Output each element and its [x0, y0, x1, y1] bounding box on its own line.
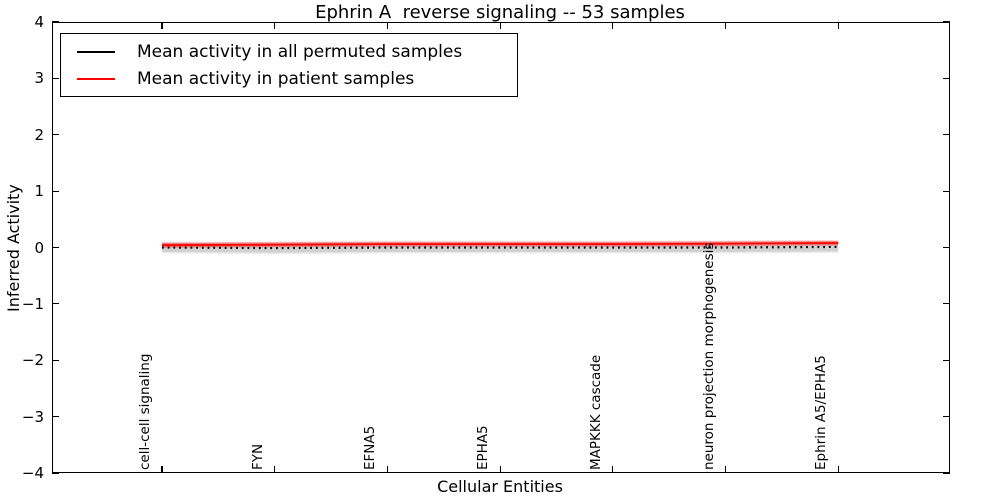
y-tick-mark [943, 472, 950, 474]
y-tick-mark [52, 472, 59, 474]
y-tick-label: 2 [34, 125, 44, 144]
y-tick-label: −1 [21, 294, 44, 313]
y-tick-mark [943, 134, 950, 136]
y-tick-label: −4 [21, 464, 44, 482]
y-tick-label: 3 [34, 69, 44, 88]
legend-line-permuted-icon [77, 50, 115, 53]
y-tick-mark [52, 190, 59, 192]
x-tick-mark [837, 22, 839, 29]
x-tick-mark [612, 466, 614, 473]
x-tick-label: FYN [249, 443, 266, 470]
data-series-plot [161, 240, 839, 255]
x-tick-mark [161, 466, 163, 473]
y-tick-mark [52, 416, 59, 418]
x-tick-mark [724, 466, 727, 473]
x-tick-mark [274, 22, 276, 29]
y-tick-label: −2 [21, 351, 44, 370]
y-tick-mark [943, 190, 950, 192]
y-tick-mark [943, 246, 950, 249]
y-tick-label: 1 [34, 182, 44, 201]
y-tick-mark [943, 77, 950, 79]
x-tick-mark [724, 22, 727, 29]
x-tick-mark [274, 466, 276, 473]
y-tick-mark [52, 303, 59, 305]
x-tick-mark [499, 22, 501, 29]
y-tick-mark [943, 359, 950, 361]
legend-line-patient-icon [77, 77, 115, 80]
x-tick-label: neuron projection morphogenesis [700, 242, 717, 470]
legend: Mean activity in all permuted samples Me… [60, 33, 518, 97]
y-tick-label: −3 [21, 407, 44, 426]
y-tick-mark [943, 416, 950, 418]
x-tick-label: EPHA5 [475, 425, 492, 470]
y-tick-mark [52, 246, 59, 249]
x-tick-mark [837, 466, 839, 473]
y-tick-mark [52, 134, 59, 136]
x-tick-label: MAPKKK cascade [587, 354, 604, 470]
y-tick-mark [943, 21, 950, 23]
y-tick-mark [52, 77, 59, 79]
chart-title: Ephrin A reverse signaling -- 53 samples [315, 2, 685, 23]
patient-mean-line [161, 242, 839, 247]
y-tick-mark [943, 303, 950, 305]
x-tick-mark [161, 22, 163, 29]
plot-area [52, 22, 950, 473]
x-tick-mark [612, 22, 614, 29]
legend-item-permuted: Mean activity in all permuted samples [71, 39, 507, 65]
x-tick-label: cell-cell signaling [137, 353, 153, 470]
y-tick-label: 0 [34, 238, 44, 257]
x-tick-label: Ephrin A5/EPHA5 [813, 355, 830, 470]
y-tick-mark [52, 21, 59, 23]
legend-item-patient: Mean activity in patient samples [71, 66, 507, 92]
x-tick-label: EFNA5 [362, 425, 379, 470]
y-tick-mark [52, 359, 59, 361]
x-tick-mark [386, 466, 388, 473]
legend-label-permuted: Mean activity in all permuted samples [137, 41, 463, 62]
legend-label-patient: Mean activity in patient samples [137, 68, 415, 89]
x-tick-mark [499, 466, 501, 473]
x-axis-label: Cellular Entities [437, 477, 563, 496]
y-tick-label: 4 [34, 13, 44, 31]
x-tick-mark [386, 22, 388, 29]
